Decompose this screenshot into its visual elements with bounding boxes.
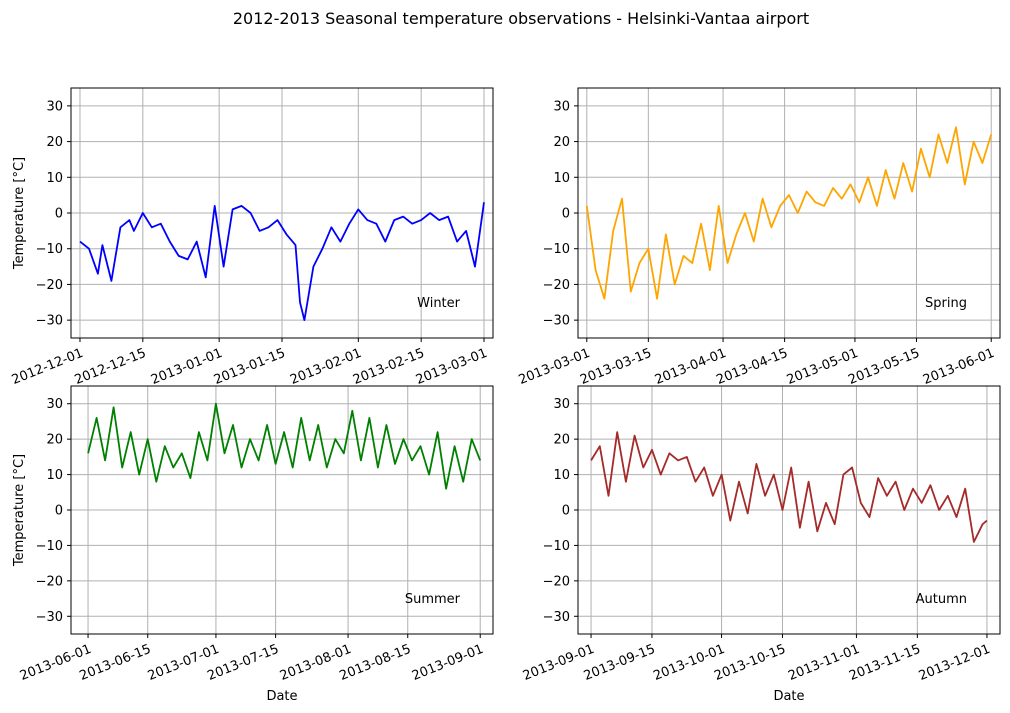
- x-tick-label: 2013-09-01: [410, 642, 486, 684]
- chart-panel-4: −30−20−1001020302013-09-012013-09-152013…: [521, 385, 1001, 704]
- season-annotation: Winter: [417, 296, 461, 311]
- season-annotation: Autumn: [916, 592, 967, 607]
- y-axis-label: Temperature [°C]: [12, 157, 27, 270]
- y-tick-label: −10: [543, 242, 570, 257]
- y-tick-label: 0: [562, 207, 570, 222]
- axes-frame: [70, 87, 494, 339]
- y-tick-label: 10: [553, 468, 570, 483]
- axes-frame: [70, 385, 494, 635]
- y-tick-label: 30: [46, 397, 63, 412]
- axes-frame: [577, 87, 1001, 339]
- y-tick-label: 30: [553, 397, 570, 412]
- y-tick-label: 10: [46, 171, 63, 186]
- y-tick-label: 20: [46, 433, 63, 448]
- x-tick-label: 2012-12-01: [10, 346, 86, 388]
- series-line: [79, 202, 485, 322]
- figure-title: 2012-2013 Seasonal temperature observati…: [233, 9, 809, 28]
- x-tick-label: 2013-04-15: [714, 346, 790, 388]
- x-tick-label: 2013-01-01: [149, 346, 225, 388]
- y-tick-label: 0: [55, 504, 63, 519]
- y-tick-label: −20: [543, 574, 570, 589]
- y-tick-label: 10: [46, 468, 63, 483]
- x-tick-label: 2013-06-01: [921, 346, 997, 388]
- x-tick-label: 2013-05-15: [846, 346, 922, 388]
- x-tick-label: 2013-01-15: [212, 346, 288, 388]
- y-tick-label: 0: [55, 207, 63, 222]
- y-tick-label: −30: [543, 610, 570, 625]
- chart-panel-3: −30−20−1001020302013-06-012013-06-152013…: [12, 385, 494, 704]
- x-axis-label: Date: [266, 689, 297, 704]
- season-annotation: Summer: [405, 592, 461, 607]
- x-tick-label: 2013-03-15: [578, 346, 654, 388]
- y-tick-label: −10: [36, 539, 63, 554]
- y-tick-label: 10: [553, 171, 570, 186]
- y-tick-label: −30: [36, 314, 63, 329]
- y-tick-label: 30: [553, 99, 570, 114]
- y-tick-label: −20: [36, 278, 63, 293]
- y-tick-label: 0: [562, 504, 570, 519]
- y-tick-label: 20: [553, 433, 570, 448]
- series-line: [87, 402, 482, 490]
- x-tick-label: 2013-12-01: [917, 642, 993, 684]
- y-tick-label: −30: [36, 610, 63, 625]
- y-tick-label: −10: [543, 539, 570, 554]
- y-tick-label: −10: [36, 242, 63, 257]
- x-tick-label: 2013-02-15: [351, 346, 427, 388]
- season-annotation: Spring: [925, 296, 967, 311]
- series-line: [590, 431, 988, 543]
- y-tick-label: 30: [46, 99, 63, 114]
- axes-frame: [577, 385, 1001, 635]
- y-tick-label: −20: [543, 278, 570, 293]
- y-tick-label: −30: [543, 314, 570, 329]
- y-tick-label: −20: [36, 574, 63, 589]
- x-tick-label: 2012-12-15: [73, 346, 149, 388]
- y-axis-label: Temperature [°C]: [12, 454, 27, 567]
- y-tick-label: 20: [46, 135, 63, 150]
- series-line: [585, 126, 993, 300]
- x-axis-label: Date: [773, 689, 804, 704]
- y-tick-label: 20: [553, 135, 570, 150]
- x-tick-label: 2013-03-01: [414, 346, 490, 388]
- x-tick-label: 2013-02-01: [288, 346, 364, 388]
